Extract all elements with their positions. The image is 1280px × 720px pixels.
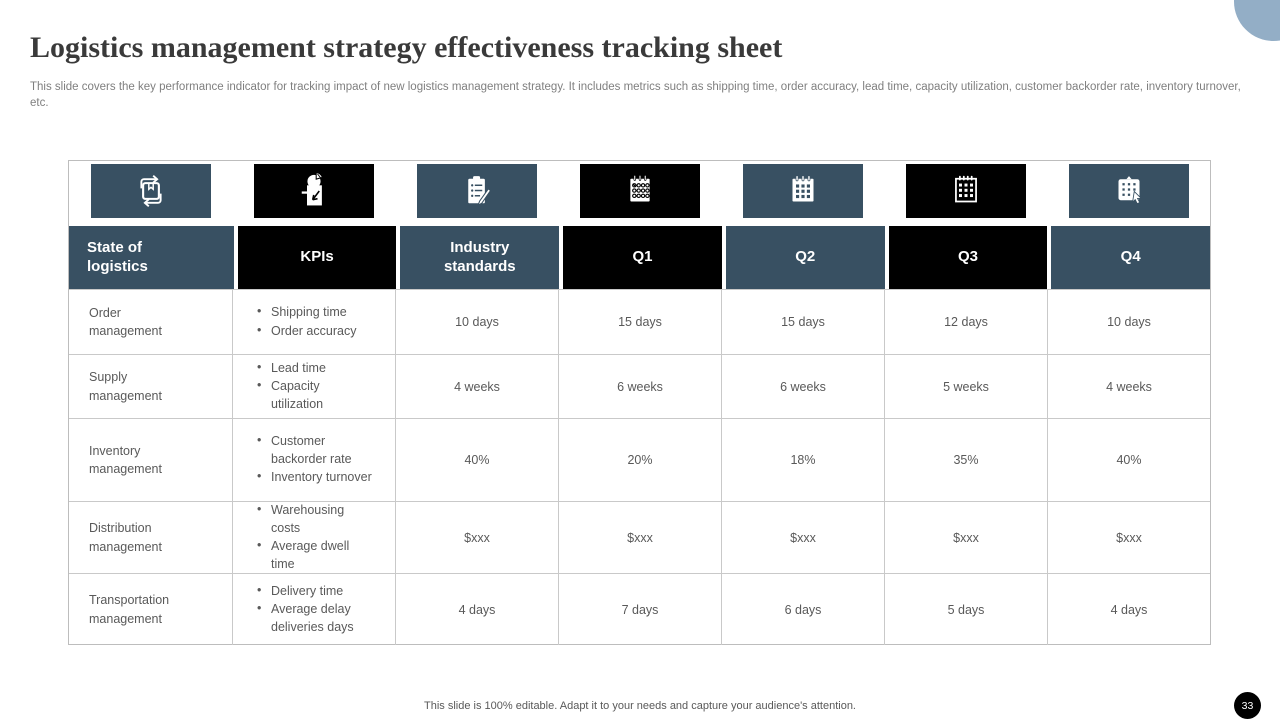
kpi-item: Warehousing costs (257, 501, 375, 537)
value-cell: 35% (884, 418, 1047, 501)
calendar-circles-icon (579, 164, 700, 218)
value-cell: 20% (558, 418, 721, 501)
table-header-row: State of logistics KPIs Industry standards… (69, 226, 1211, 289)
icon-cell (69, 164, 232, 218)
icon-cell (232, 164, 395, 218)
icon-cell (395, 164, 558, 218)
state-cell: Inventory management (69, 418, 232, 501)
value-cell: 12 days (884, 289, 1047, 354)
slide-description: This slide covers the key performance in… (30, 81, 1241, 109)
value-cell: 4 weeks (1047, 354, 1210, 418)
corner-decoration-circle (1234, 0, 1280, 41)
value-cell: 15 days (721, 289, 884, 354)
value-cell: 6 days (721, 573, 884, 645)
value-cell: 4 days (1047, 573, 1210, 645)
value-cell: 4 days (395, 573, 558, 645)
icon-cell (884, 164, 1047, 218)
value-cell: $xxx (884, 501, 1047, 573)
state-cell: Order management (69, 289, 232, 354)
table-body: Order managementShipping timeOrder accur… (69, 289, 1210, 645)
kpi-cell: Lead timeCapacity utilization (232, 354, 395, 418)
kpi-item: Order accuracy (257, 322, 356, 341)
value-cell: 4 weeks (395, 354, 558, 418)
kpi-item: Lead time (257, 359, 375, 378)
column-header-q4: Q4 (1049, 226, 1211, 289)
value-cell: 10 days (395, 289, 558, 354)
kpi-item: Average delay deliveries days (257, 600, 375, 636)
icon-cell (558, 164, 721, 218)
value-cell: 5 weeks (884, 354, 1047, 418)
page-title: Logistics management strategy effectiven… (30, 31, 783, 64)
value-cell: 15 days (558, 289, 721, 354)
value-cell: $xxx (395, 501, 558, 573)
state-cell: Distribution management (69, 501, 232, 573)
package-sync-icon (90, 164, 211, 218)
kpi-item: Customer backorder rate (257, 432, 375, 468)
table-icon-row (69, 161, 1210, 218)
column-header-q2: Q2 (723, 226, 887, 289)
state-cell: Transportation management (69, 573, 232, 645)
kpi-item: Delivery time (257, 582, 375, 601)
icon-cell (1047, 164, 1210, 218)
value-cell: $xxx (1047, 501, 1210, 573)
kpi-item: Shipping time (257, 303, 356, 322)
value-cell: 40% (1047, 418, 1210, 501)
page-number-badge: 33 (1234, 692, 1261, 719)
value-cell: $xxx (558, 501, 721, 573)
kpi-cell: Shipping timeOrder accuracy (232, 289, 395, 354)
calendar-month-icon (905, 164, 1026, 218)
kpi-cell: Delivery timeAverage delay deliveries da… (232, 573, 395, 645)
kpi-tracking-table: State of logistics KPIs Industry standards… (68, 160, 1211, 645)
page-number: 33 (1241, 699, 1254, 712)
value-cell: $xxx (721, 501, 884, 573)
column-header-q3: Q3 (886, 226, 1050, 289)
value-cell: 10 days (1047, 289, 1210, 354)
value-cell: 6 weeks (558, 354, 721, 418)
column-header-q1: Q1 (561, 226, 724, 289)
value-cell: 18% (721, 418, 884, 501)
state-cell: Supply management (69, 354, 232, 418)
kpi-cell: Customer backorder rateInventory turnove… (232, 418, 395, 501)
kpi-item: Capacity utilization (257, 377, 375, 413)
value-cell: 40% (395, 418, 558, 501)
clipboard-checklist-icon (416, 164, 537, 218)
value-cell: 6 weeks (721, 354, 884, 418)
calendar-cursor-icon (1068, 164, 1189, 218)
kpi-cell: Warehousing costsAverage dwell time (232, 501, 395, 573)
kpi-item: Inventory turnover (257, 468, 375, 487)
report-pie-chart-icon (253, 164, 374, 218)
footer-note: This slide is 100% editable. Adapt it to… (424, 700, 856, 712)
kpi-item: Average dwell time (257, 537, 375, 573)
icon-cell (721, 164, 884, 218)
calendar-grid-icon (742, 164, 863, 218)
value-cell: 7 days (558, 573, 721, 645)
column-header-industry-standards: Industry standards (398, 226, 562, 289)
column-header-kpis: KPIs (235, 226, 399, 289)
value-cell: 5 days (884, 573, 1047, 645)
column-header-state-of-logistics: State of logistics (69, 226, 236, 289)
